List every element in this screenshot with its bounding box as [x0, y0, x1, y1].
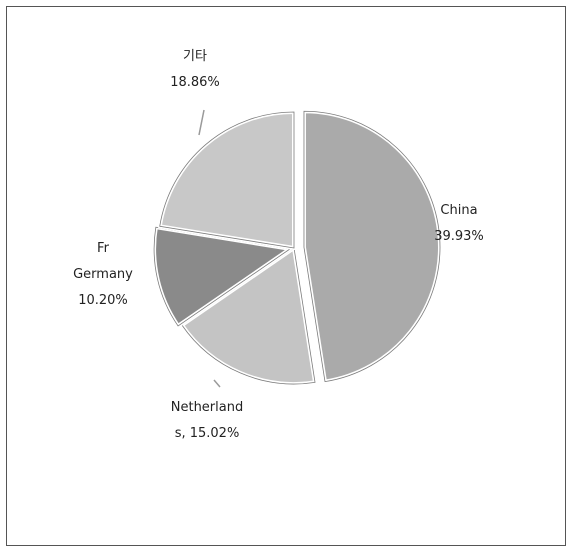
pie-label-line: Germany — [73, 267, 133, 282]
pie-leaders — [198, 109, 221, 388]
pie-slice-outline-china — [303, 110, 441, 383]
pie-slice-outline-netherlands — [181, 247, 316, 385]
pie-label-line: Netherland — [171, 400, 243, 415]
pie-label-china: China 39.93% — [434, 203, 484, 244]
pie-label-line: Fr — [97, 241, 110, 256]
pie-label-line: 18.86% — [170, 75, 220, 90]
pie-slices — [152, 109, 442, 386]
pie-label-line: 10.20% — [78, 293, 128, 308]
pie-chart: China 39.93% Netherland s, 15.02% Fr Germany 1… — [73, 49, 484, 441]
leader-line-other — [198, 109, 205, 136]
pie-label-line: s, 15.02% — [175, 426, 240, 441]
pie-slice-china — [301, 109, 442, 384]
chart-frame: China 39.93% Netherland s, 15.02% Fr Germany 1… — [6, 6, 566, 546]
pie-label-line: 기타 — [183, 49, 207, 64]
pie-slice-outline-germany — [153, 226, 292, 327]
pie-label-germany: Fr Germany 10.20% — [73, 241, 133, 308]
leader-line-netherlands — [213, 379, 221, 388]
pie-slice-other — [157, 110, 296, 250]
pie-label-line: 39.93% — [434, 229, 484, 244]
pie-label-line: China — [440, 203, 477, 218]
pie-label-other: 기타 18.86% — [170, 49, 220, 90]
pie-labels: China 39.93% Netherland s, 15.02% Fr Germany 1… — [73, 49, 484, 441]
pie-label-netherlands: Netherland s, 15.02% — [171, 400, 243, 441]
pie-slice-outline-other — [159, 111, 295, 249]
